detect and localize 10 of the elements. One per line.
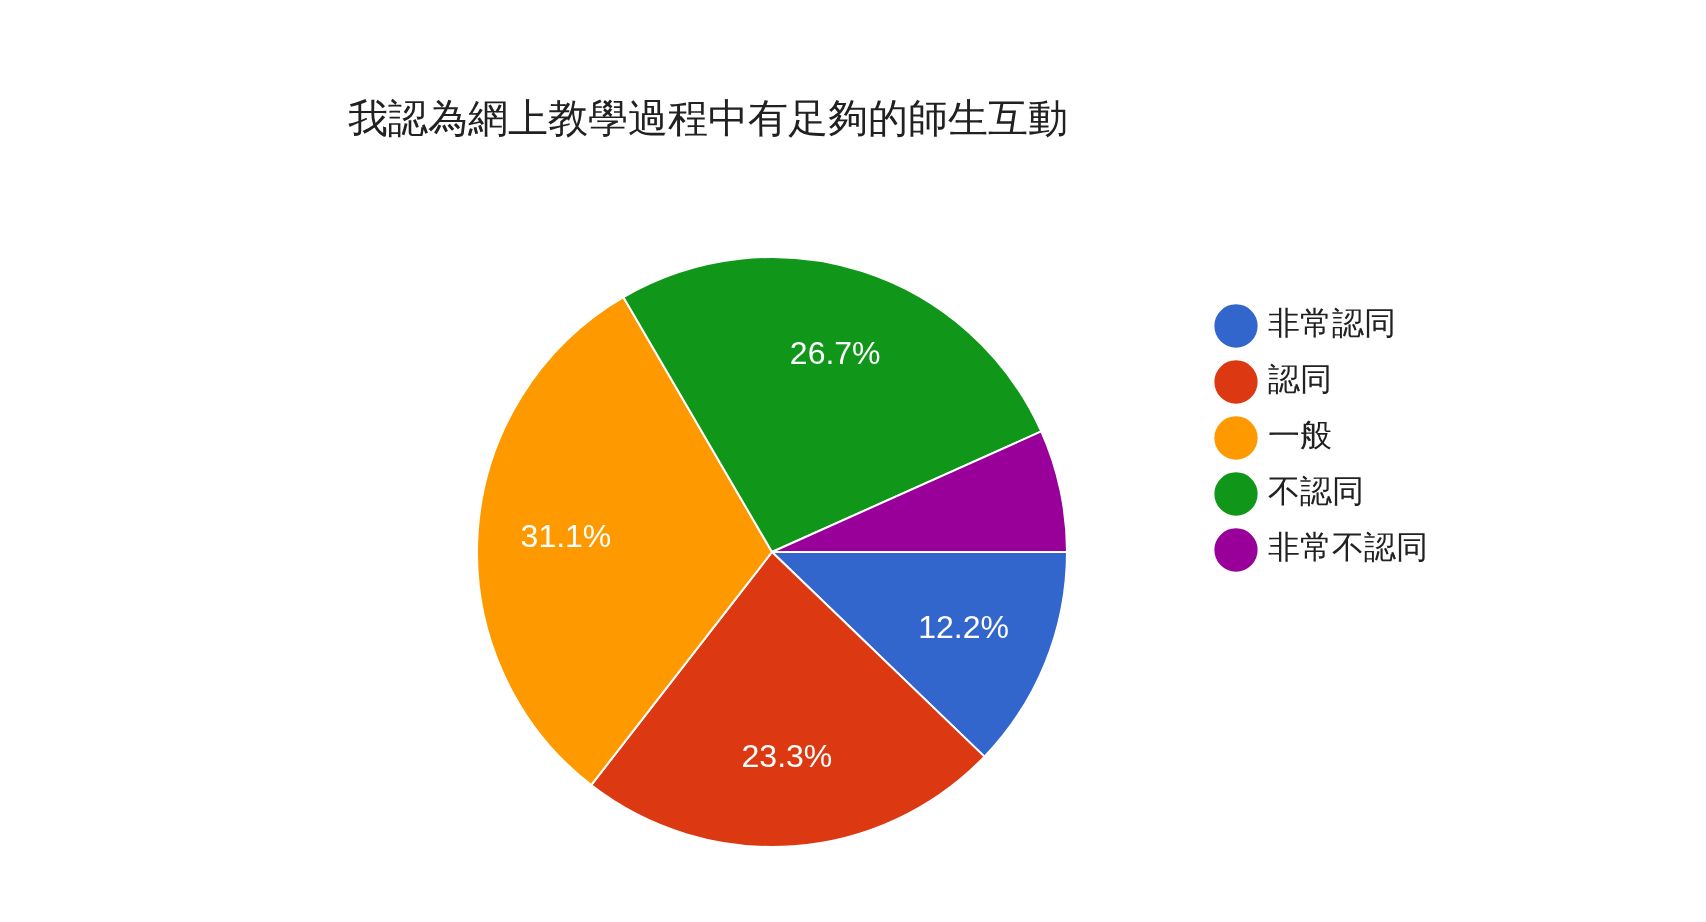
chart-title: 我認為網上教學過程中有足夠的師生互動 — [348, 95, 1068, 142]
legend-label: 非常不認同 — [1268, 528, 1428, 567]
data-label: 31.1% — [520, 518, 612, 555]
data-label: 23.3% — [741, 737, 833, 774]
legend-label: 認同 — [1268, 360, 1332, 399]
legend-label: 不認同 — [1268, 472, 1364, 511]
data-label: 26.7% — [789, 335, 881, 372]
data-label: 12.2% — [918, 609, 1009, 646]
legend-label: 一般 — [1268, 416, 1332, 455]
legend-label: 非常認同 — [1268, 304, 1396, 343]
